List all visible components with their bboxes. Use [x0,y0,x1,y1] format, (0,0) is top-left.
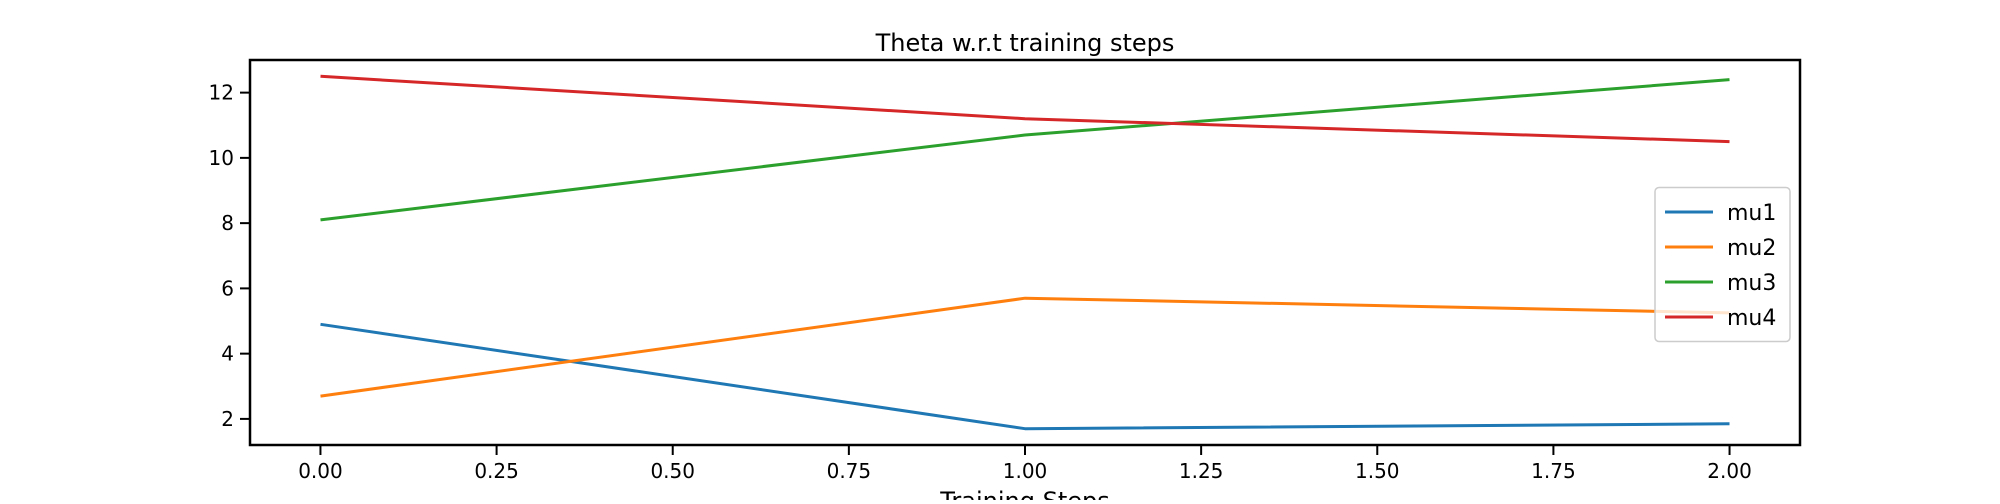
legend-label-mu4: mu4 [1727,306,1776,331]
legend-label-mu1: mu1 [1727,201,1776,226]
x-tick-label: 1.25 [1179,459,1224,483]
x-tick-label: 0.75 [827,459,872,483]
chart-title: Theta w.r.t training steps [875,29,1175,57]
legend: mu1 mu2 mu3 mu4 [1654,186,1791,343]
series-line-mu4 [320,74,1730,144]
y-tick-label: 8 [221,211,234,235]
x-axis-label: Training Steps [939,487,1109,500]
series-line-mu3 [320,78,1730,222]
x-axis: 0.00 0.25 0.50 0.75 1.00 1.25 1.50 1.75 2.00 [298,445,1752,483]
y-axis: 2 4 6 8 10 12 [209,81,250,431]
series-line-mu2 [320,296,1730,398]
series-layer [320,74,1730,431]
legend-box [1654,186,1791,343]
x-tick-label: 2.00 [1707,459,1752,483]
y-tick-label: 12 [209,81,234,105]
legend-label-mu3: mu3 [1727,271,1776,296]
y-tick-label: 4 [221,342,234,366]
x-tick-label: 1.75 [1531,459,1576,483]
legend-label-mu2: mu2 [1727,236,1776,261]
x-tick-label: 0.50 [650,459,695,483]
y-tick-label: 2 [221,407,234,431]
y-tick-label: 10 [209,146,234,170]
x-tick-label: 1.00 [1003,459,1048,483]
x-tick-label: 0.00 [298,459,343,483]
y-tick-label: 6 [221,276,234,300]
x-tick-label: 1.50 [1355,459,1400,483]
series-line-mu1 [320,322,1730,431]
x-tick-label: 0.25 [474,459,519,483]
